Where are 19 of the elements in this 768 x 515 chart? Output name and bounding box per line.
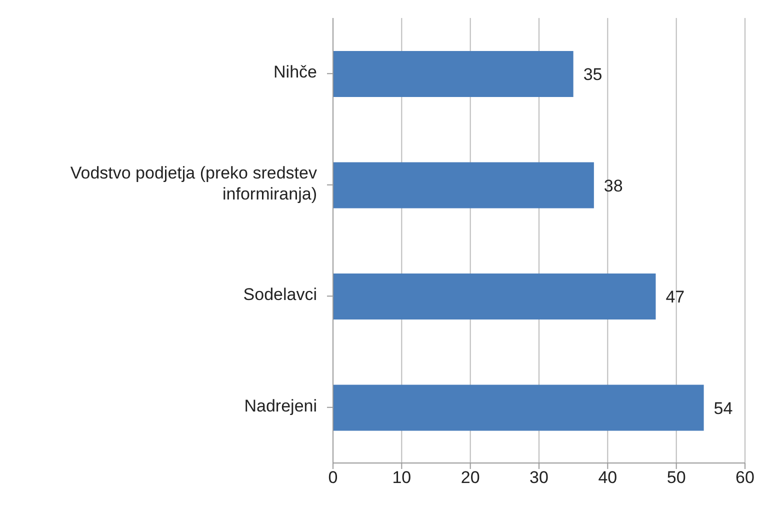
x-tick-label: 10	[392, 468, 412, 488]
y-tick-label: Nadrejeni	[244, 396, 317, 416]
x-tick-label: 50	[666, 468, 686, 488]
y-tick-label: Nihče	[274, 63, 317, 82]
bar	[333, 384, 704, 431]
x-tick-label: 60	[736, 468, 754, 488]
bar	[333, 51, 574, 97]
bar	[333, 162, 594, 208]
data-label: 38	[604, 176, 623, 196]
bar	[333, 274, 656, 320]
x-tick-label: 30	[530, 468, 548, 488]
data-label: 47	[666, 288, 685, 307]
data-label: 35	[583, 65, 602, 84]
x-tick-label: 40	[598, 468, 618, 488]
data-label: 54	[714, 398, 733, 418]
x-tick-label: 0	[328, 468, 338, 488]
y-tick-label: Sodelavci	[243, 286, 317, 305]
x-tick-label: 20	[460, 468, 480, 488]
y-tick-label: Vodstvo podjetja (preko sredstev informiranja)	[70, 164, 318, 204]
